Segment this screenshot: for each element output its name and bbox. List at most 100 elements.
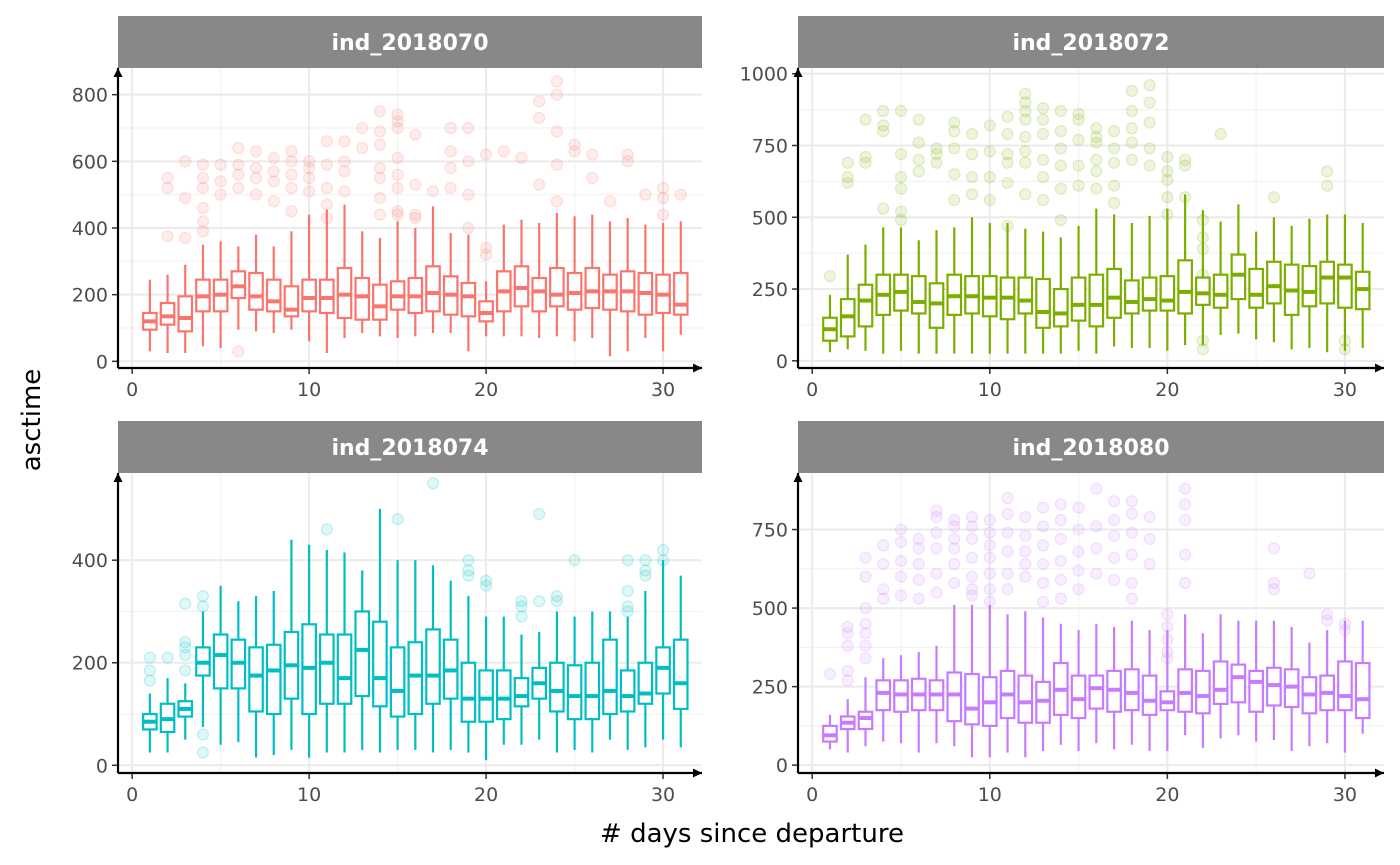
iqr-box (1017, 276, 1034, 315)
boxplot-box (619, 218, 636, 352)
boxplot-box (1177, 614, 1193, 736)
iqr-box (1052, 287, 1069, 328)
outlier-point (1107, 514, 1121, 527)
outlier-point (267, 175, 280, 188)
outlier-point (1107, 551, 1121, 564)
outlier-point (859, 570, 872, 583)
outlier-point (894, 554, 908, 568)
boxplot-box (1088, 623, 1105, 744)
outlier-point (1125, 548, 1138, 561)
boxplot-box (265, 246, 282, 333)
outlier-point (444, 121, 457, 135)
outlier-point (1321, 179, 1334, 192)
outlier-point (550, 125, 563, 138)
outlier-point (948, 514, 961, 527)
outlier-point (1143, 159, 1156, 172)
iqr-box (1035, 277, 1051, 329)
outlier-point (859, 156, 872, 169)
outlier-point (1072, 113, 1085, 126)
x-tick-label: 10 (978, 784, 1002, 806)
boxplot-box (478, 281, 494, 337)
outlier-point (249, 171, 263, 185)
y-tick-label: 400 (72, 218, 108, 240)
boxplot-box (1141, 630, 1158, 752)
boxplot-box (822, 714, 838, 750)
iqr-box (584, 661, 601, 721)
outlier-point (1019, 510, 1032, 524)
iqr-box (549, 266, 565, 308)
outlier-point (515, 595, 528, 608)
outlier-point (550, 88, 563, 101)
outlier-point (983, 119, 996, 132)
outlier-point (912, 113, 925, 126)
iqr-box (478, 669, 494, 723)
facet-strip-label: ind_2018070 (331, 31, 488, 56)
outlier-point (1321, 165, 1334, 178)
outlier-point (948, 542, 961, 555)
boxplot-box (1266, 620, 1282, 741)
iqr-box (1070, 674, 1087, 720)
outlier-point (948, 557, 961, 571)
outlier-point (196, 215, 210, 228)
outlier-point (533, 507, 546, 521)
outlier-point (1036, 595, 1050, 608)
outlier-point (1090, 130, 1103, 143)
boxplot-box (875, 658, 892, 742)
iqr-box (566, 664, 583, 721)
outlier-point (965, 589, 979, 602)
outlier-point (621, 554, 634, 567)
outlier-point (965, 570, 979, 583)
boxplot-box (566, 616, 583, 750)
outlier-point (391, 168, 404, 181)
outlier-point (1125, 576, 1138, 590)
outlier-point (859, 617, 872, 630)
boxplot-box (1195, 633, 1211, 748)
outlier-point (214, 158, 227, 171)
outlier-point (965, 188, 979, 201)
boxplot-box (1354, 620, 1371, 734)
iqr-box (1141, 674, 1158, 716)
boxplot-box (318, 209, 335, 353)
outlier-point (841, 176, 854, 189)
outlier-point (515, 151, 528, 165)
boxplot-box (1052, 237, 1069, 354)
iqr-box (1123, 668, 1140, 712)
outlier-point (1001, 567, 1014, 580)
y-tick-label: 0 (776, 351, 788, 373)
outlier-point (859, 113, 872, 126)
iqr-box (354, 610, 371, 698)
boxplot-box (495, 224, 512, 337)
boxplot-box (910, 652, 927, 753)
boxplot-box (230, 601, 247, 743)
boxplot-box (265, 590, 282, 756)
outlier-point (930, 156, 943, 169)
outlier-point (1019, 557, 1032, 571)
boxplot-box (531, 631, 548, 740)
boxplot-box (1319, 630, 1336, 744)
iqr-box (1070, 276, 1087, 322)
outlier-point (877, 539, 890, 552)
outlier-point (877, 119, 890, 132)
outlier-point (232, 158, 245, 171)
outlier-point (930, 148, 943, 161)
outlier-point (161, 171, 174, 185)
outlier-point (1001, 148, 1014, 161)
y-axis-title: asctime (17, 369, 47, 472)
iqr-box (265, 643, 282, 716)
iqr-box (875, 679, 892, 712)
outlier-point (1054, 159, 1067, 172)
boxplot-box (407, 228, 424, 337)
y-tick-label: 0 (776, 755, 788, 777)
boxplot-box (142, 279, 158, 352)
iqr-box (1177, 668, 1193, 713)
outlier-point (894, 536, 908, 549)
outlier-point (1125, 122, 1138, 135)
outlier-point (983, 539, 996, 552)
outlier-point (948, 116, 961, 129)
iqr-box (1212, 660, 1229, 705)
outlier-point (859, 652, 872, 665)
outlier-point (196, 201, 210, 215)
boxplot-box (212, 241, 229, 348)
outlier-point (479, 241, 493, 255)
y-tick-label: 800 (72, 85, 108, 107)
